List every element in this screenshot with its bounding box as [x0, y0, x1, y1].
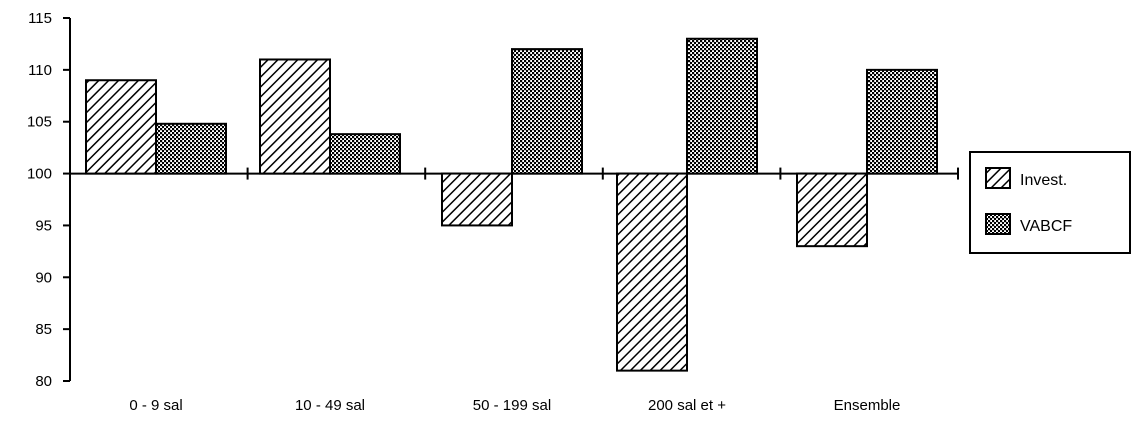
- bar-vabcf-4: [866, 68, 938, 175]
- legend-label-vabcf: VABCF: [1020, 218, 1072, 235]
- legend-label-invest: Invest.: [1020, 172, 1067, 189]
- bar-invest-2: [441, 172, 513, 227]
- bar-invest-3: [616, 172, 688, 372]
- y-tick-label: 110: [28, 62, 52, 79]
- y-tick-label: 90: [35, 269, 52, 286]
- legend-swatch-invest: [985, 167, 1011, 189]
- category-label: 50 - 199 sal: [473, 397, 551, 414]
- category-label: 0 - 9 sal: [129, 397, 182, 414]
- bar-vabcf-2: [511, 48, 583, 175]
- y-tick-label: 95: [35, 217, 52, 234]
- bar-vabcf-0: [155, 122, 227, 175]
- y-tick-label: 85: [35, 321, 52, 338]
- legend-swatch-vabcf: [985, 213, 1011, 235]
- bar-vabcf-3: [686, 37, 758, 175]
- category-label: 10 - 49 sal: [295, 397, 365, 414]
- y-tick-label: 115: [28, 10, 52, 27]
- y-tick-label: 80: [35, 373, 52, 390]
- bar-invest-0: [85, 79, 157, 175]
- labels: 80 85 90 95 100 105 110 115 0 - 9 sal 10 - 49 sal…: [27, 10, 900, 414]
- bar-vabcf-1: [329, 133, 401, 175]
- bars: [85, 37, 938, 372]
- bar-invest-1: [259, 58, 331, 175]
- y-tick-label: 105: [27, 114, 52, 131]
- y-tick-label: 100: [27, 166, 52, 183]
- category-label: 200 sal et +: [648, 397, 726, 414]
- legend: Invest. VABCF: [969, 151, 1131, 254]
- bar-invest-4: [796, 172, 868, 248]
- category-label: Ensemble: [834, 397, 901, 414]
